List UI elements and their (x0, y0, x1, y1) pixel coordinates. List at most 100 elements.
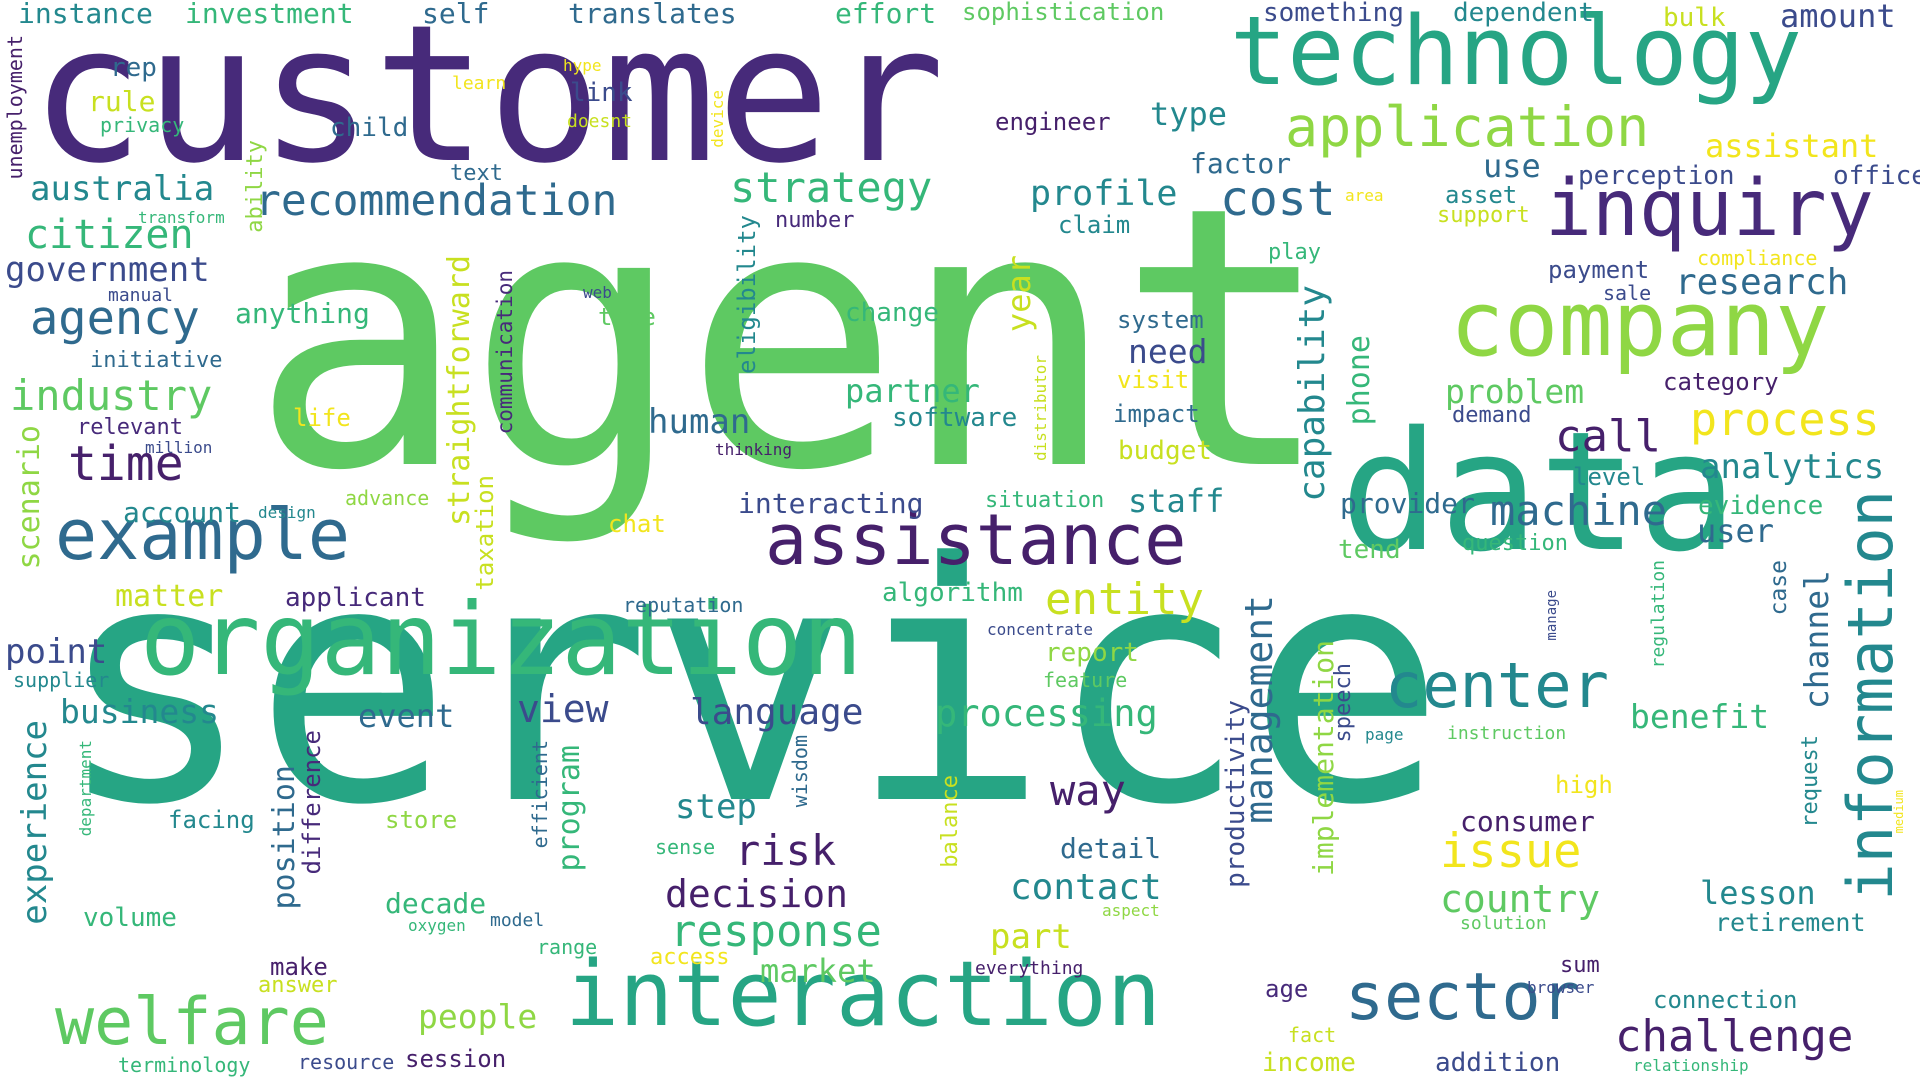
word-situation: situation (985, 488, 1105, 513)
word-profile: profile (1030, 174, 1178, 214)
word-solution: solution (1460, 913, 1547, 934)
word-algorithm: algorithm (882, 578, 1023, 608)
word-event: event (358, 697, 455, 735)
word-addition: addition (1435, 1048, 1561, 1078)
word-case: case (1766, 560, 1792, 616)
word-challenge: challenge (1615, 1011, 1854, 1062)
word-payment: payment (1548, 256, 1650, 284)
word-rep: rep (110, 53, 157, 83)
word-problem: problem (1445, 372, 1585, 411)
word-software: software (892, 403, 1018, 433)
word-productivity: productivity (1221, 700, 1251, 888)
word-communication: communication (493, 270, 517, 435)
word-phone: phone (1342, 335, 1377, 426)
word-account: account (123, 496, 242, 529)
word-taxation: taxation (471, 475, 499, 591)
word-market: market (760, 952, 876, 990)
word-lesson: lesson (1700, 874, 1816, 912)
word-change: change (845, 298, 939, 328)
word-store: store (385, 806, 458, 834)
word-applicant: applicant (285, 583, 426, 613)
word-country: country (1440, 877, 1601, 921)
word-access: access (650, 945, 730, 970)
word-example: example (55, 494, 351, 576)
word-call: call (1555, 411, 1661, 462)
word-office: office (1833, 161, 1920, 191)
word-application: application (1285, 95, 1650, 159)
word-information: information (1834, 490, 1907, 901)
word-aspect: aspect (1102, 901, 1160, 920)
word-thinking: thinking (715, 440, 793, 459)
word-business: business (60, 692, 219, 731)
word-center: center (1385, 649, 1609, 722)
word-request: request (1798, 735, 1823, 828)
word-ability: ability (243, 140, 268, 233)
word-anything: anything (235, 297, 370, 330)
word-risk: risk (735, 826, 837, 875)
word-learn: learn (452, 73, 507, 94)
word-demand: demand (1452, 403, 1532, 428)
word-human: human (648, 402, 751, 442)
word-relevant: relevant (77, 415, 183, 440)
word-consumer: consumer (1460, 805, 1595, 838)
word-category: category (1663, 368, 1779, 396)
word-chat: chat (608, 510, 666, 538)
word-income: income (1262, 1048, 1356, 1078)
word-citizen: citizen (25, 212, 194, 258)
word-decade: decade (385, 887, 487, 920)
word-response: response (670, 906, 882, 957)
word-self: self (422, 0, 490, 30)
word-oxygen: oxygen (408, 916, 466, 935)
word-staff: staff (1128, 482, 1225, 520)
word-tend: tend (1338, 535, 1401, 565)
word-user: user (1697, 512, 1775, 550)
word-need: need (1128, 332, 1208, 371)
word-type: type (1150, 95, 1228, 133)
word-detail: detail (1060, 832, 1162, 865)
word-concentrate: concentrate (987, 620, 1093, 639)
word-design: design (258, 503, 316, 522)
word-industry: industry (10, 371, 213, 420)
word-part: part (990, 917, 1072, 957)
word-partner: partner (845, 372, 980, 410)
word-channel: channel (1797, 570, 1836, 710)
word-budget: budget (1118, 436, 1212, 466)
word-time: time (68, 436, 184, 492)
word-company: company (1450, 272, 1830, 377)
word-reputation: reputation (623, 593, 744, 617)
word-welfare: welfare (55, 985, 329, 1060)
word-retirement: retirement (1715, 908, 1866, 937)
word-fact: fact (1288, 1023, 1337, 1047)
word-capability: capability (1292, 285, 1333, 502)
word-everything: everything (975, 958, 1084, 979)
word-perception: perception (1578, 161, 1735, 191)
word-interaction: interaction (565, 942, 1162, 1047)
word-model: model (490, 910, 545, 931)
word-feature: feature (1043, 668, 1128, 692)
word-transform: transform (138, 208, 225, 227)
word-age: age (1265, 975, 1309, 1003)
word-regulation: regulation (1648, 560, 1669, 669)
word-program: program (552, 745, 587, 872)
word-assistant: assistant (1705, 127, 1879, 165)
word-manual: manual (108, 285, 174, 306)
word-service: service (55, 493, 1446, 877)
word-question: question (1462, 531, 1568, 556)
word-asset: asset (1445, 181, 1518, 209)
word-browser: browser (1527, 978, 1595, 997)
word-sophistication: sophistication (962, 0, 1165, 26)
word-sense: sense (655, 835, 716, 859)
word-agent: agent (250, 130, 1334, 549)
word-link: link (570, 78, 633, 108)
word-facing: facing (168, 806, 255, 834)
word-matter: matter (115, 579, 224, 614)
word-decision: decision (665, 872, 849, 916)
word-web: web (583, 283, 612, 302)
word-amount: amount (1780, 0, 1896, 35)
word-strategy: strategy (730, 163, 933, 212)
word-page: page (1365, 725, 1404, 744)
word-make: make (270, 953, 328, 981)
word-use: use (1483, 147, 1541, 185)
word-hype: hype (563, 56, 602, 75)
